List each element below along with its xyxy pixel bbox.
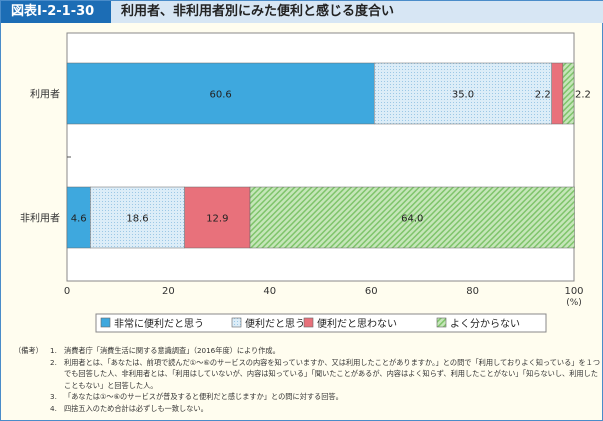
- note-item: （備考） 1. 消費者庁「消費生活に関する意識調査」（2016年度）により作成。: [14, 345, 603, 357]
- x-tick-label: 80: [466, 286, 479, 297]
- bar-segment: [184, 186, 251, 249]
- note-label: [14, 403, 50, 415]
- legend-label: 便利だと思う: [245, 317, 305, 330]
- bar-segment: [249, 186, 575, 249]
- notes: （備考） 1. 消費者庁「消費生活に関する意識調査」（2016年度）により作成。 2.…: [14, 345, 603, 414]
- data-label: 18.6: [126, 214, 148, 225]
- x-tick-label: 100: [564, 286, 583, 297]
- legend-label: よく分からない: [450, 318, 520, 330]
- note-text: 消費者庁「消費生活に関する意識調査」（2016年度）により作成。: [64, 346, 280, 355]
- legend-swatch: [436, 317, 447, 328]
- note-item: 2. 利用者とは、「あなたは、前項で読んだ①～⑥のサービスの内容を知っていますか、…: [14, 357, 603, 392]
- data-label: 2.2: [575, 90, 591, 101]
- x-unit: (%): [566, 298, 582, 308]
- note-number: 1.: [50, 346, 57, 355]
- category-label: 非利用者: [20, 213, 60, 225]
- data-label: 12.9: [206, 214, 228, 225]
- note-number: 3.: [50, 392, 57, 401]
- note-label: [14, 391, 50, 403]
- note-label: （備考）: [14, 346, 43, 355]
- note-item: 4. 四捨五入のため合計は必ずしも一致しない。: [14, 403, 603, 415]
- figure-number: 図表Ⅰ-2-1-30: [1, 1, 111, 23]
- header-bar: 図表Ⅰ-2-1-30 利用者、非利用者別にみた便利と感じる度合い: [1, 1, 603, 23]
- data-label: 4.6: [71, 214, 87, 225]
- bar-segment: [562, 62, 575, 125]
- note-label: [14, 357, 50, 392]
- note-text: 「あなたは①～⑥のサービスが普及すると便利だと感じますか」との問に対する回答。: [64, 392, 343, 401]
- legend-swatch: [231, 317, 242, 328]
- bar-segment: [551, 62, 564, 125]
- legend-label: 非常に便利だと思う: [114, 317, 204, 330]
- note-text: 四捨五入のため合計は必ずしも一致しない。: [64, 403, 208, 413]
- legend-swatch: [303, 317, 314, 328]
- x-tick-label: 60: [365, 286, 378, 297]
- legend-label: 便利だと思わない: [317, 317, 397, 330]
- x-tick-label: 40: [263, 286, 276, 297]
- note-number: 4.: [50, 403, 57, 413]
- legend-swatch: [100, 317, 111, 328]
- bar-segment: [373, 62, 552, 125]
- x-tick-label: 0: [64, 286, 70, 297]
- note-item: 3. 「あなたは①～⑥のサービスが普及すると便利だと感じますか」との問に対する回答…: [14, 391, 603, 403]
- legend-box: [95, 313, 547, 333]
- data-label: 35.0: [452, 90, 474, 101]
- x-tick-label: 20: [162, 286, 175, 297]
- stacked-bar-chart: 利用者 60.6 35.0 2.2 2.2 非利用者 4.6 18.6 12.9 64.0 0 20 4…: [20, 32, 591, 333]
- note-number: 2.: [50, 357, 57, 367]
- figure-title: 利用者、非利用者別にみた便利と感じる度合い: [121, 4, 395, 19]
- data-label: 64.0: [401, 214, 423, 225]
- data-label: 2.2: [535, 90, 551, 101]
- data-label: 60.6: [209, 90, 231, 101]
- note-text: 利用者とは、「あなたは、前項で読んだ①～⑥のサービスの内容を知っていますか、又は…: [64, 357, 601, 390]
- bar-segment: [66, 62, 375, 125]
- category-label: 利用者: [30, 89, 60, 101]
